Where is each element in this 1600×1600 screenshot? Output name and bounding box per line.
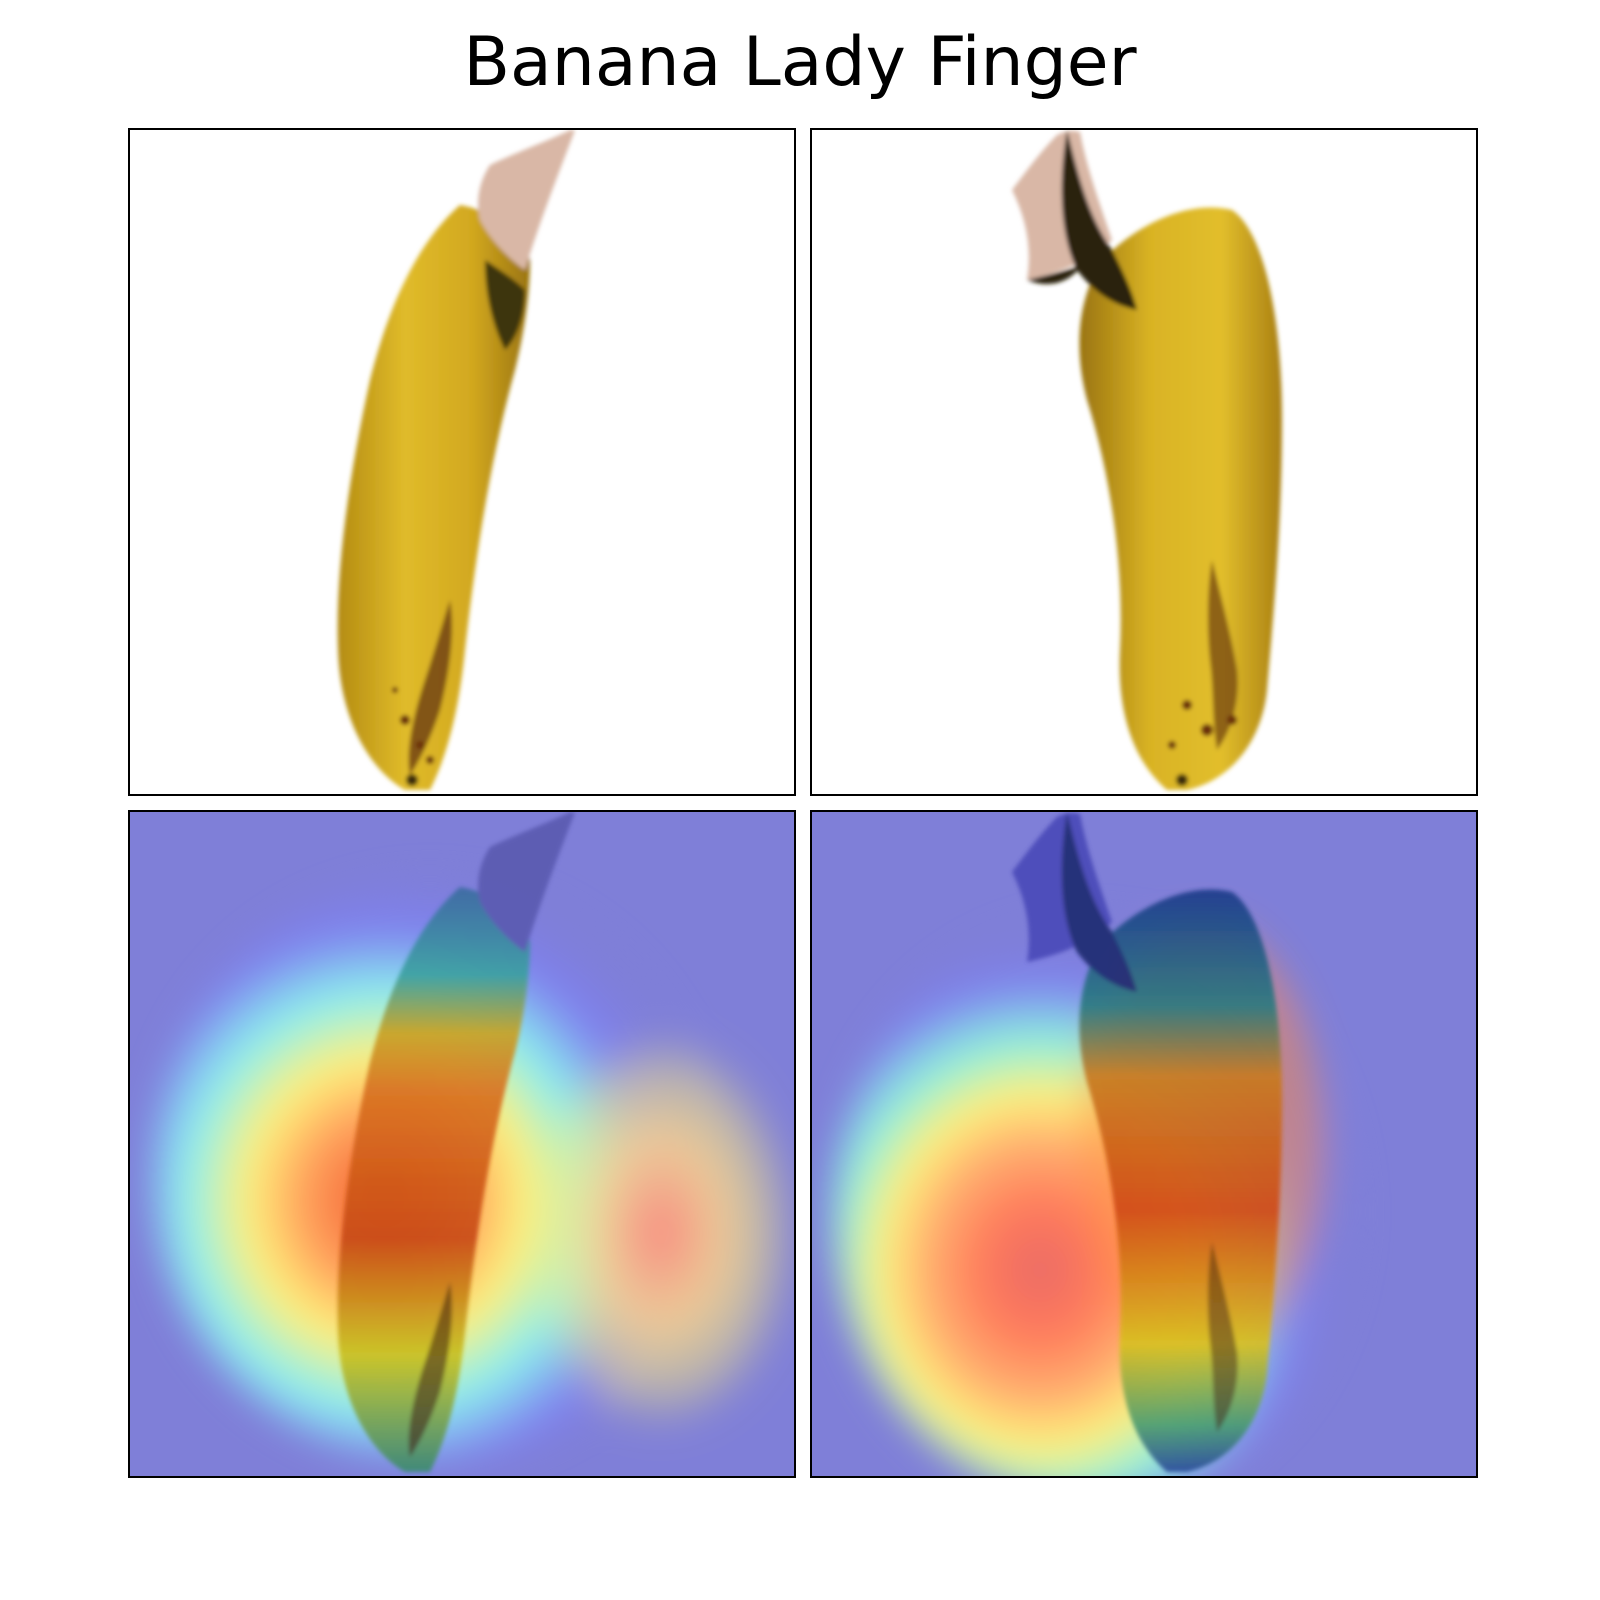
original-image-2 <box>810 128 1478 796</box>
heatmap-icon <box>812 812 1476 1476</box>
banana-icon <box>130 130 794 794</box>
banana-icon <box>812 130 1476 794</box>
figure-title: Banana Lady Finger <box>463 23 1137 102</box>
heatmap-icon <box>130 812 794 1476</box>
heatmap-overlay-1 <box>128 810 796 1478</box>
heatmap-overlay-2 <box>810 810 1478 1478</box>
original-image-1 <box>128 128 796 796</box>
